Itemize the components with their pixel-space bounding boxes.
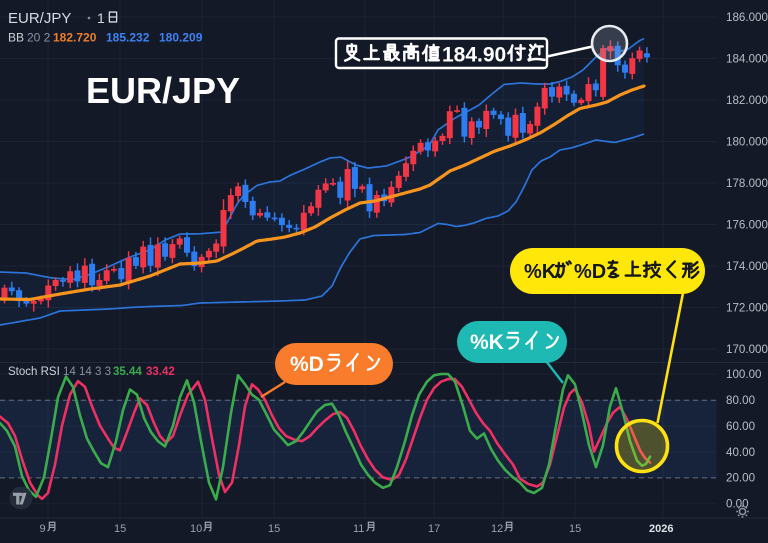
svg-text:11: 11 — [353, 523, 364, 535]
svg-text:9: 9 — [40, 523, 46, 535]
svg-text:15: 15 — [569, 523, 581, 535]
svg-text:176.000: 176.000 — [726, 218, 768, 231]
svg-text:1: 1 — [97, 10, 105, 26]
svg-text:15: 15 — [268, 523, 280, 535]
svg-text:33.42: 33.42 — [146, 366, 175, 378]
svg-text:EUR/JPY: EUR/JPY — [86, 70, 240, 111]
svg-text:0.00: 0.00 — [726, 498, 749, 511]
svg-text:%D: %D — [290, 353, 324, 376]
svg-text:EUR/JPY: EUR/JPY — [8, 10, 71, 27]
svg-text:80.00: 80.00 — [726, 394, 755, 407]
svg-text:185.232: 185.232 — [106, 31, 150, 45]
svg-text:14 14 3 3: 14 14 3 3 — [63, 366, 111, 378]
svg-text:182.720: 182.720 — [53, 31, 97, 45]
svg-text:17: 17 — [428, 523, 440, 535]
svg-text:100.00: 100.00 — [726, 368, 761, 381]
svg-text:2026: 2026 — [649, 523, 673, 535]
svg-text:%D: %D — [574, 261, 606, 283]
svg-text:%K: %K — [524, 261, 557, 283]
svg-text:12: 12 — [491, 523, 503, 535]
svg-text:40.00: 40.00 — [726, 446, 755, 459]
svg-text:BB: BB — [8, 31, 24, 45]
svg-text:35.44: 35.44 — [113, 366, 142, 378]
svg-text:60.00: 60.00 — [726, 420, 755, 433]
svg-text:184.000: 184.000 — [726, 52, 768, 65]
svg-text:%K: %K — [470, 331, 504, 354]
svg-text:180.000: 180.000 — [726, 135, 768, 148]
svg-text:180.209: 180.209 — [159, 31, 203, 45]
svg-text:172.000: 172.000 — [726, 301, 768, 314]
svg-text:170.000: 170.000 — [726, 343, 768, 356]
svg-text:178.000: 178.000 — [726, 177, 768, 190]
svg-text:186.000: 186.000 — [726, 11, 768, 24]
svg-text:20.00: 20.00 — [726, 472, 755, 485]
svg-text:184.90: 184.90 — [442, 44, 506, 67]
svg-text:174.000: 174.000 — [726, 260, 768, 273]
svg-text:182.000: 182.000 — [726, 94, 768, 107]
svg-text:10: 10 — [190, 523, 202, 535]
svg-text:15: 15 — [114, 523, 126, 535]
svg-text:Stoch RSI: Stoch RSI — [8, 366, 60, 378]
svg-text:20 2: 20 2 — [27, 31, 51, 45]
